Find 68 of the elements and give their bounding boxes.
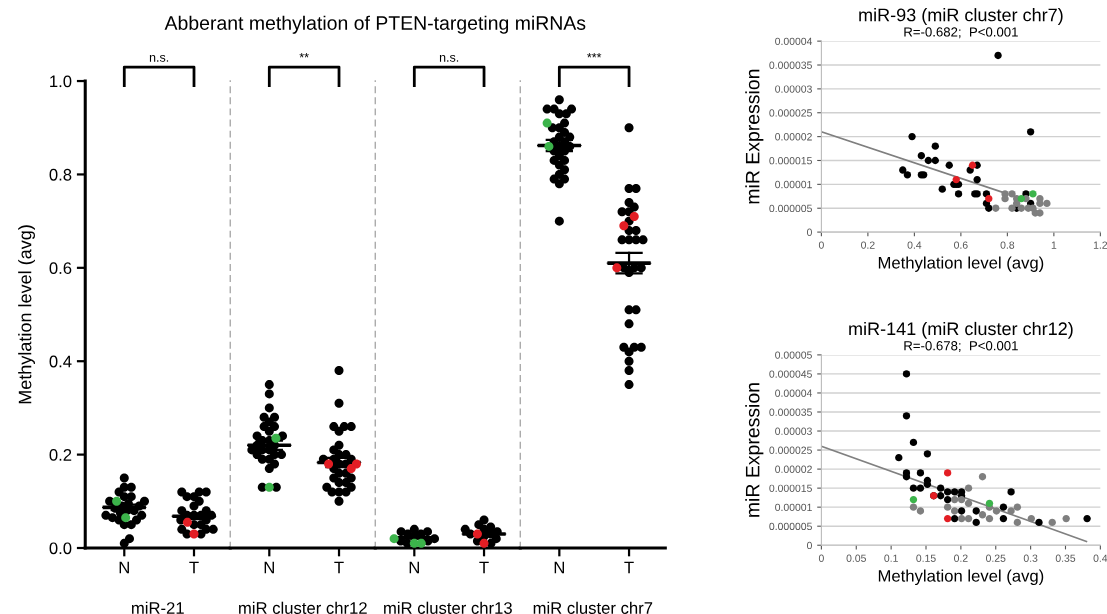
y-tick-label: 0.00001: [775, 180, 812, 189]
x-tick-label: 0.3: [1023, 554, 1038, 562]
y-tick-label: 0.000025: [769, 109, 812, 117]
y-tick-label: 0.000025: [769, 446, 812, 454]
y-tick-label: 0.0: [49, 542, 72, 555]
x-tick-label: 0: [818, 554, 824, 562]
chart-title: miR-141 (miR cluster chr12): [849, 321, 1073, 339]
x-tick-label: T: [189, 561, 199, 574]
y-tick-label: 0.00003: [775, 427, 812, 435]
x-tick-label: 0.05: [846, 554, 866, 562]
y-tick-label: 0.00001: [775, 503, 812, 512]
x-axis-title: miR cluster chr13: [384, 601, 512, 614]
y-tick-label: 0.000005: [769, 204, 812, 213]
x-tick-label: 1: [1051, 241, 1057, 249]
x-tick-label: 0.2: [861, 241, 875, 249]
x-tick-label: 0.4: [907, 241, 922, 249]
y-axis-title: Methylation level (avg): [18, 225, 35, 404]
y-axis-title: miR Expression: [745, 69, 764, 204]
x-tick-label: T: [624, 561, 634, 574]
y-tick-label: 0.8: [49, 168, 72, 181]
y-tick-label: 0.6: [49, 262, 72, 275]
y-tick-label: 0.000015: [769, 484, 812, 493]
x-tick-label: T: [334, 561, 344, 574]
x-axis-title: Methylation level (avg): [878, 569, 1044, 586]
y-tick-label: 0.2: [49, 449, 72, 461]
y-axis-title: miR Expression: [745, 383, 764, 517]
chart-subtitle: R=-0.678; P<0.001: [904, 341, 1018, 352]
text: n.s.: [439, 54, 459, 62]
y-tick-label: 0.000035: [769, 408, 812, 416]
x-tick-label: 0.8: [1000, 241, 1015, 249]
y-tick-label: 0.00005: [775, 351, 812, 359]
x-axis-title: miR cluster chr12: [239, 601, 367, 614]
x-tick-label: T: [479, 561, 489, 574]
x-tick-label: N: [264, 561, 274, 574]
x-tick-label: 0.15: [916, 554, 936, 562]
y-tick-label: 1.0: [50, 75, 72, 88]
x-tick-label: N: [409, 561, 419, 574]
y-tick-label: 0: [806, 228, 812, 236]
text: Abberant methylation of PTEN-targeting miRNAs: [164, 15, 586, 34]
y-tick-label: 0: [806, 541, 812, 550]
y-tick-label: 0.000045: [769, 370, 812, 378]
x-tick-label: 1.2: [1093, 241, 1107, 249]
y-tick-label: 0.00002: [775, 465, 812, 473]
x-tick-label: N: [554, 561, 564, 574]
y-tick-label: 0.000035: [769, 61, 812, 69]
y-tick-label: 0.00004: [775, 389, 813, 397]
chart-title: miR-93 (miR cluster chr7): [859, 8, 1063, 25]
x-tick-label: 0.2: [954, 554, 968, 562]
text: ***: [587, 53, 602, 58]
chart-subtitle: R=-0.682; P<0.001: [904, 27, 1018, 39]
y-tick-label: 0.00002: [775, 133, 812, 141]
y-tick-label: 0.4: [49, 355, 72, 368]
y-tick-label: 0.00003: [775, 85, 812, 93]
x-tick-label: 0.1: [884, 554, 898, 562]
x-tick-label: 0.25: [986, 554, 1006, 562]
text: **: [299, 53, 309, 58]
x-axis-title: Methylation level (avg): [878, 256, 1044, 272]
x-axis-title: miR-21: [132, 601, 184, 614]
x-axis-title: miR cluster chr7: [533, 601, 653, 614]
x-tick-label: 0: [818, 241, 824, 249]
x-tick-label: 0.4: [1093, 554, 1107, 562]
y-tick-label: 0.000015: [769, 156, 812, 165]
y-tick-label: 0.00004: [775, 37, 813, 46]
x-tick-label: N: [119, 561, 129, 574]
x-tick-label: 0.6: [954, 241, 968, 249]
text: n.s.: [149, 54, 169, 62]
y-tick-label: 0.000005: [769, 522, 812, 531]
x-tick-label: 0.35: [1055, 554, 1076, 562]
